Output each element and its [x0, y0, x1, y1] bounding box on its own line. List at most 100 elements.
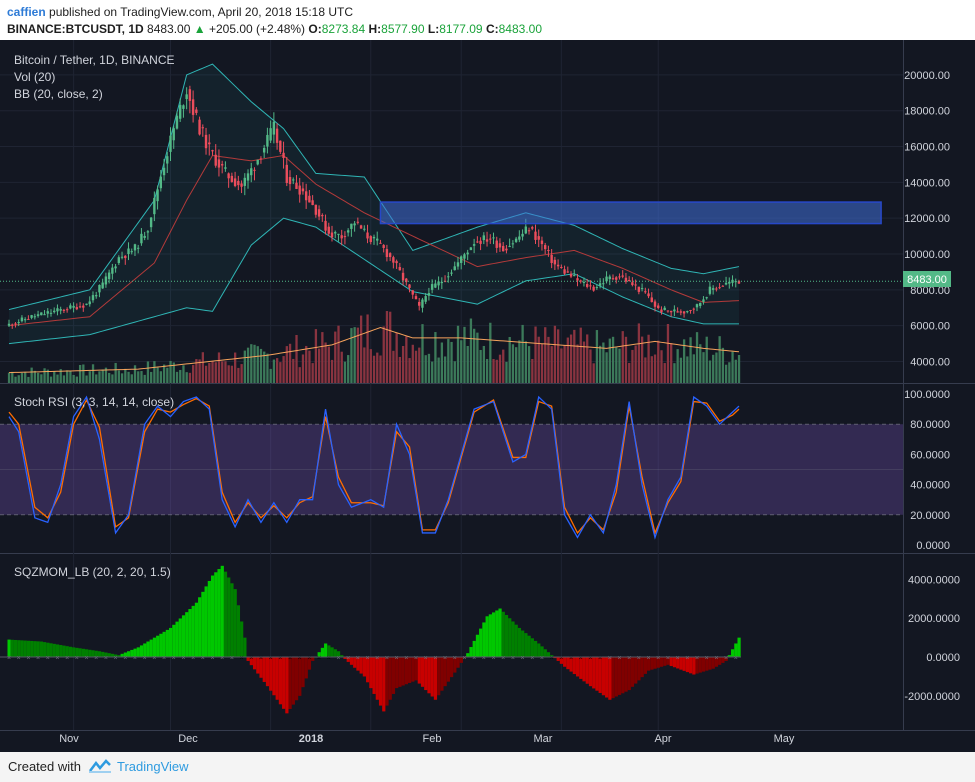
momentum-bar	[10, 639, 14, 658]
volume-bar	[243, 350, 246, 383]
candle-body	[579, 280, 582, 282]
momentum-bar	[207, 580, 211, 658]
candle-body	[547, 249, 550, 251]
momentum-bar	[582, 657, 586, 682]
squeeze-dot: ×	[521, 655, 525, 662]
volume-bar	[30, 367, 33, 383]
momentum-bar	[169, 627, 173, 658]
squeeze-dot: ×	[249, 655, 253, 662]
time-axis-tick: May	[774, 733, 795, 745]
candle-body	[195, 109, 198, 113]
squeeze-dot: ×	[46, 655, 50, 662]
volume-bar	[133, 365, 137, 383]
momentum-bar	[721, 657, 725, 663]
chart-area[interactable]: × × × × × × × × × × × × × × × × × × × × × × × × × × × × × × × × × × × × × × × ×…	[0, 40, 975, 752]
momentum-bar	[240, 621, 244, 658]
squeeze-dot: ×	[143, 655, 147, 662]
volume-bar	[301, 354, 305, 383]
candle-body	[30, 315, 33, 318]
volume-bar	[540, 343, 544, 383]
momentum-bar	[152, 637, 157, 658]
volume-bar	[547, 336, 550, 383]
volume-bar	[608, 338, 611, 383]
candle-body	[111, 267, 114, 274]
momentum-bar	[417, 657, 421, 684]
candle-body	[304, 191, 308, 201]
squeeze-dot: ×	[579, 655, 583, 662]
last-price: 8483.00	[147, 22, 191, 36]
momentum-bar	[734, 643, 738, 658]
candle-body	[59, 309, 62, 311]
volume-bar	[127, 371, 130, 383]
volume-bar	[524, 341, 527, 383]
momentum-bar	[13, 639, 18, 658]
volume-bar	[98, 371, 101, 383]
squeeze-dot: ×	[705, 655, 709, 662]
momentum-bar	[327, 645, 331, 658]
squeeze-dot: ×	[55, 655, 59, 662]
bollinger-bands	[8, 63, 740, 345]
candle-body	[395, 261, 398, 264]
time-axis-tick: Mar	[534, 733, 553, 745]
volume-bar	[389, 311, 392, 383]
candle-body	[72, 305, 75, 308]
momentum-bar	[233, 589, 237, 658]
volume-bar	[653, 354, 657, 383]
volume-bar	[631, 349, 634, 383]
author-link[interactable]: caffien	[7, 5, 46, 19]
momentum-bar	[598, 657, 602, 693]
chart-svg[interactable]: × × × × × × × × × × × × × × × × × × × × × × × × × × × × × × × × × × × × × × × ×…	[0, 40, 975, 752]
stoch-axis-tick: 40.0000	[910, 480, 950, 492]
candle-body	[615, 277, 618, 280]
momentum-bar	[556, 657, 560, 661]
volume-bar	[398, 356, 402, 383]
volume-bar	[140, 371, 143, 383]
volume-bar	[314, 329, 318, 383]
volume-bar	[466, 346, 469, 383]
candle-body	[498, 243, 502, 248]
momentum-bar	[298, 657, 302, 696]
squeeze-dot: ×	[472, 655, 476, 662]
candle-body	[259, 158, 263, 160]
price-tag: 8483.00	[903, 271, 951, 287]
squeeze-momentum-pane: × × × × × × × × × × × × × × × × × × × × × × × × × × × × × × × × × × × × × × × ×…	[0, 565, 741, 714]
candle-body	[640, 288, 644, 290]
volume-bar	[337, 325, 340, 383]
volume-bar	[350, 328, 353, 383]
volume-bar	[11, 371, 14, 383]
momentum-bar	[546, 652, 551, 658]
squeeze-dot: ×	[240, 655, 244, 662]
candle-body	[201, 127, 204, 129]
candle-body	[256, 159, 259, 165]
squeeze-dot: ×	[424, 655, 428, 662]
momentum-bar	[272, 657, 276, 696]
tradingview-link[interactable]: TradingView	[117, 759, 189, 774]
price-axis-tick: 10000.00	[904, 249, 950, 261]
candle-body	[669, 310, 673, 313]
squeeze-dot: ×	[540, 655, 544, 662]
squeeze-dot: ×	[114, 655, 118, 662]
tradingview-logo-icon[interactable]	[88, 758, 112, 777]
candle-body	[618, 276, 621, 278]
volume-bar	[544, 327, 547, 383]
candle-body	[414, 296, 418, 300]
squeeze-dot: ×	[491, 655, 495, 662]
volume-bar	[195, 359, 198, 383]
volume-bar	[557, 329, 560, 383]
stoch-axis-tick: 80.0000	[910, 419, 950, 431]
price-axis-tick: 20000.00	[904, 70, 950, 82]
momentum-bar	[223, 571, 228, 658]
volume-bar	[637, 323, 641, 383]
candle-body	[359, 225, 363, 229]
momentum-bar	[88, 649, 92, 658]
squeeze-dot: ×	[734, 655, 738, 662]
momentum-bar	[65, 646, 69, 658]
candle-body	[686, 311, 689, 313]
candle-body	[324, 220, 327, 231]
momentum-bar	[110, 653, 115, 658]
momentum-bar	[59, 645, 63, 658]
momentum-bar	[440, 657, 444, 691]
candle-body	[372, 236, 376, 239]
candle-body	[204, 134, 208, 149]
momentum-bar	[695, 657, 699, 674]
